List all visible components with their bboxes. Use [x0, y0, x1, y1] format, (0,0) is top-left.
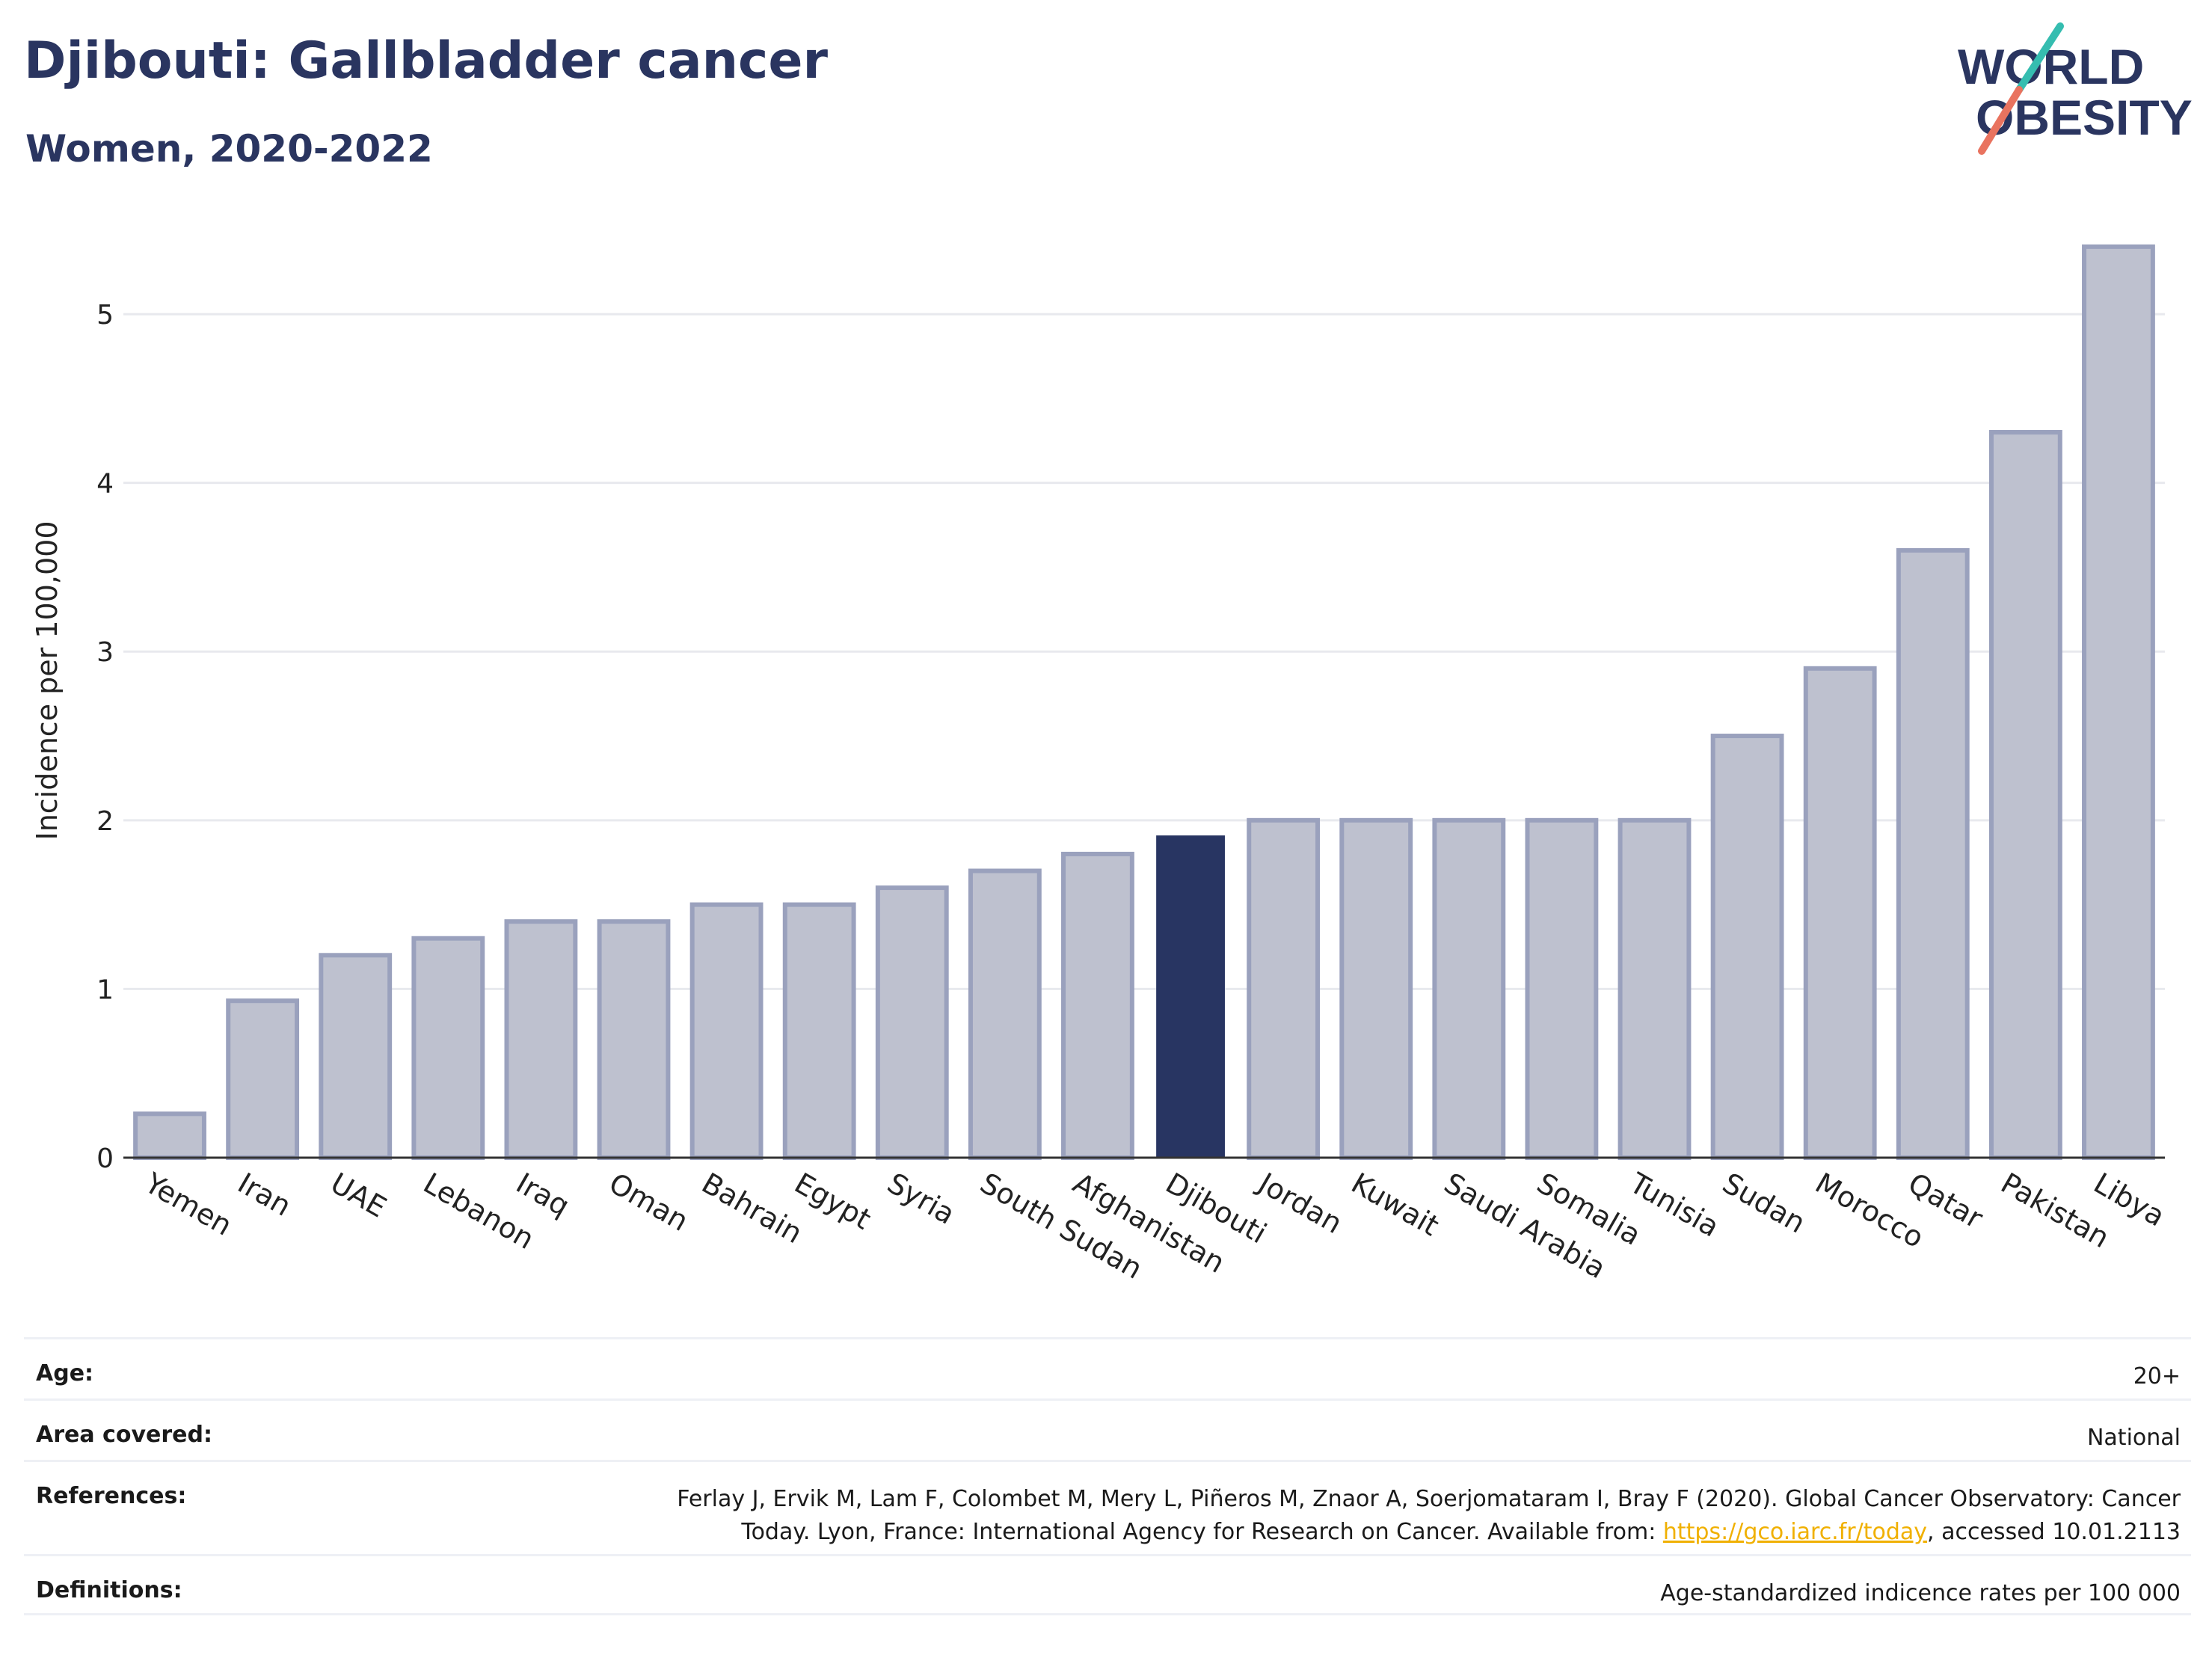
- bar-libya: [2082, 244, 2155, 1160]
- chart-subtitle: Women, 2020-2022: [25, 127, 433, 171]
- x-tick-label: Iran: [233, 1167, 297, 1223]
- y-axis-label: Incidence per 100,000: [31, 521, 64, 840]
- bar-bahrain: [689, 902, 764, 1160]
- x-tick-label: Yemen: [139, 1166, 238, 1242]
- y-tick-labels: 0 1 2 3 4 5: [96, 300, 114, 1174]
- bar-somalia: [1525, 817, 1599, 1161]
- area-value: National: [2086, 1425, 2181, 1451]
- bar-qatar: [1896, 547, 1970, 1160]
- definitions-label: Definitions:: [36, 1577, 182, 1603]
- bar-sudan: [1710, 734, 1784, 1160]
- references-link[interactable]: https://gco.iarc.fr/today: [1662, 1519, 1928, 1545]
- bar-lebanon: [411, 936, 485, 1161]
- y-tick-label: 0: [96, 1143, 114, 1174]
- bar-morocco: [1803, 666, 1877, 1160]
- references-line1: Ferlay J, Ervik M, Lam F, Colombet M, Me…: [677, 1486, 2181, 1512]
- info-row-definitions: Definitions: Age-standardized indicence …: [24, 1554, 2191, 1615]
- x-tick-label: Syria: [882, 1167, 960, 1231]
- x-tick-label: Oman: [603, 1167, 694, 1238]
- y-tick-label: 3: [96, 637, 114, 668]
- y-tick-label: 1: [96, 974, 114, 1005]
- x-tick-label: Sudan: [1717, 1167, 1811, 1240]
- info-table: Age: 20+ Area covered: National Referenc…: [24, 1337, 2191, 1615]
- logo-slash-teal: [2015, 22, 2064, 93]
- info-row-references: References: Ferlay J, Ervik M, Lam F, Co…: [24, 1460, 2191, 1554]
- bar-pakistan: [1988, 429, 2062, 1160]
- references-line2: Today. Lyon, France: International Agenc…: [677, 1516, 2181, 1549]
- x-tick-label: Kuwait: [1346, 1167, 1445, 1243]
- area-label: Area covered:: [36, 1422, 212, 1448]
- bar-djibouti: [1156, 835, 1225, 1158]
- bars: [133, 244, 2155, 1161]
- bar-afghanistan: [1061, 851, 1134, 1160]
- bar-south-sudan: [968, 868, 1042, 1160]
- logo-line1: WORLD: [1958, 39, 2144, 94]
- bar-kuwait: [1339, 817, 1413, 1161]
- x-tick-label: Iraq: [511, 1167, 575, 1223]
- info-row-age: Age: 20+: [24, 1337, 2191, 1398]
- info-row-area: Area covered: National: [24, 1398, 2191, 1460]
- bar-yemen: [133, 1111, 206, 1161]
- chart-title: Djibouti: Gallbladder cancer: [24, 31, 828, 90]
- bar-jordan: [1247, 817, 1321, 1161]
- bar-egypt: [782, 902, 856, 1160]
- y-tick-label: 2: [96, 806, 114, 837]
- definitions-value: Age-standardized indicence rates per 100…: [1660, 1580, 2181, 1606]
- bar-saudi-arabia: [1432, 817, 1506, 1161]
- references-line2-pre: Today. Lyon, France: International Agenc…: [741, 1519, 1663, 1545]
- logo-slash-coral: [1978, 86, 2023, 155]
- references-value: Ferlay J, Ervik M, Lam F, Colombet M, Me…: [677, 1483, 2181, 1549]
- y-tick-label: 4: [96, 469, 114, 500]
- age-value: 20+: [2133, 1363, 2181, 1390]
- references-label: References:: [36, 1483, 187, 1509]
- y-tick-label: 5: [96, 300, 114, 331]
- bar-iraq: [504, 919, 578, 1160]
- age-label: Age:: [36, 1360, 94, 1387]
- bar-syria: [875, 885, 949, 1161]
- x-tick-label: UAE: [325, 1167, 392, 1224]
- bar-uae: [319, 953, 393, 1160]
- bar-iran: [226, 998, 300, 1161]
- bar-oman: [597, 919, 671, 1160]
- bar-tunisia: [1617, 817, 1692, 1161]
- x-tick-label: Bahrain: [696, 1167, 808, 1250]
- references-line2-post: , accessed 10.01.2113: [1927, 1519, 2181, 1545]
- world-obesity-logo: WORLD OBESITY: [1958, 22, 2193, 155]
